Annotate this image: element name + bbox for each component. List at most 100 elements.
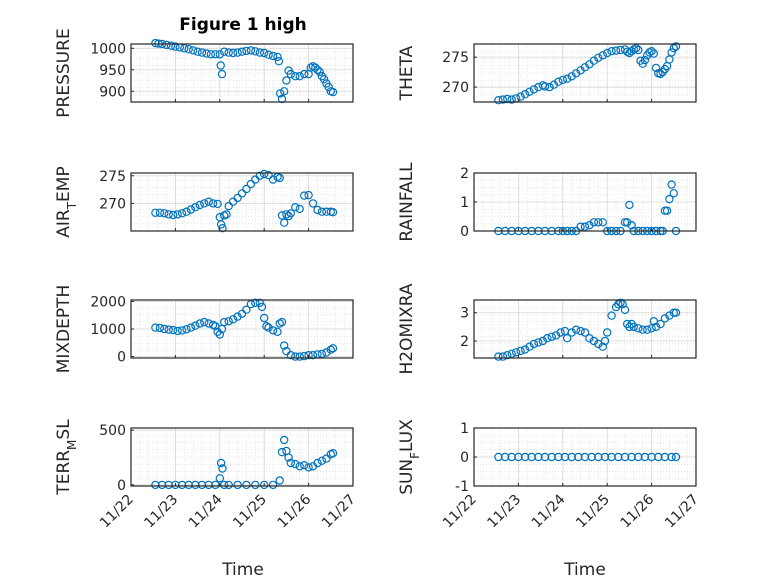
x-tick-label: 11/24 xyxy=(529,491,569,531)
data-point xyxy=(164,210,173,219)
data-point xyxy=(603,328,612,337)
panel-pressure: 900 950 1000 PRESSURE xyxy=(54,28,354,118)
data-point xyxy=(251,47,260,56)
data-point xyxy=(304,351,313,360)
data-point xyxy=(160,324,169,334)
data-point xyxy=(300,69,309,79)
data-point xyxy=(219,47,229,56)
x-axis-label-right: Time xyxy=(563,560,606,580)
data-point xyxy=(614,300,623,309)
data-point xyxy=(228,315,238,324)
panel-air_temp: 270 275 AIRTEMP xyxy=(54,166,354,238)
data-point xyxy=(600,452,610,462)
data-point xyxy=(598,342,608,351)
axes-box xyxy=(130,427,354,487)
y-axis-label: SUNFLUX xyxy=(397,419,422,495)
data-point xyxy=(173,210,182,219)
data-point xyxy=(671,308,681,317)
data-point xyxy=(184,45,193,54)
data-point xyxy=(656,319,665,329)
data-point xyxy=(308,199,318,208)
y-tick-label: 0 xyxy=(117,478,126,494)
y-tick-label: 3 xyxy=(460,306,469,322)
panel-mixdepth: 0 1000 2000 MIXDEPTH xyxy=(54,285,354,373)
data-point xyxy=(651,63,661,73)
data-point xyxy=(246,179,256,189)
data-point xyxy=(322,454,331,463)
data-point xyxy=(233,48,242,57)
data-point xyxy=(228,48,238,58)
data-point xyxy=(525,342,534,351)
y-axis-label: TERRMSL xyxy=(54,419,79,496)
data-point xyxy=(264,50,273,59)
data-point xyxy=(275,173,284,183)
data-point xyxy=(669,189,679,198)
data-point xyxy=(255,171,264,180)
data-point xyxy=(304,190,313,200)
y-tick-label: 1 xyxy=(460,195,469,211)
data-point xyxy=(507,95,516,104)
axes-box xyxy=(130,172,354,232)
data-point xyxy=(151,208,160,217)
data-point xyxy=(208,199,218,208)
data-point xyxy=(268,480,278,490)
panel-sun_flux: -1 0 1 11/22 11/23 11/24 11/25 11/26 11/27 SUNFLU… xyxy=(397,419,702,532)
y-axis-label: RAINFALL xyxy=(397,162,417,242)
data-point xyxy=(618,300,627,309)
data-point xyxy=(282,76,291,85)
data-point xyxy=(255,48,264,57)
data-point xyxy=(563,74,572,83)
data-point xyxy=(224,48,233,57)
data-point xyxy=(242,184,251,194)
data-point xyxy=(213,327,222,336)
data-point xyxy=(151,323,160,332)
x-axis-label-left: Time xyxy=(221,560,264,580)
data-point xyxy=(671,452,681,462)
data-point xyxy=(611,46,621,55)
data-point xyxy=(260,48,269,58)
x-tick-label: 11/26 xyxy=(618,491,658,531)
data-point xyxy=(534,452,543,462)
data-point xyxy=(498,352,508,361)
data-point xyxy=(216,61,225,70)
data-point xyxy=(280,435,289,445)
data-point xyxy=(634,324,643,333)
y-axis-label: H2OMIXRA xyxy=(397,283,417,374)
data-point xyxy=(182,325,191,334)
data-point xyxy=(558,75,568,85)
data-point xyxy=(195,319,204,328)
x-tick-label: 11/24 xyxy=(186,491,226,531)
data-point xyxy=(242,46,251,56)
data-point xyxy=(643,325,652,334)
data-point xyxy=(494,95,503,105)
data-point xyxy=(186,205,196,214)
data-point xyxy=(603,48,612,58)
data-point xyxy=(326,345,335,354)
data-point xyxy=(233,480,242,490)
y-tick-label: 1000 xyxy=(90,41,126,57)
data-point xyxy=(625,200,634,210)
data-point xyxy=(634,45,643,55)
data-point xyxy=(529,339,539,349)
data-point xyxy=(286,69,295,79)
panel-rainfall: 0 1 2 RAINFALL xyxy=(397,162,697,242)
y-tick-label: 1000 xyxy=(90,322,126,338)
data-point xyxy=(275,476,284,485)
data-point xyxy=(567,452,576,462)
data-point xyxy=(594,218,603,227)
y-tick-label: 1 xyxy=(460,421,469,437)
data-point xyxy=(200,317,209,327)
data-point xyxy=(168,325,178,335)
data-point xyxy=(268,51,278,61)
data-point xyxy=(182,207,191,216)
data-point xyxy=(328,449,338,458)
data-point xyxy=(273,327,282,336)
y-tick-label: 900 xyxy=(99,84,126,100)
data-point xyxy=(171,42,180,51)
data-point xyxy=(551,331,561,340)
y-axis-label: PRESSURE xyxy=(54,28,74,117)
y-tick-label: 2 xyxy=(460,334,469,350)
data-point xyxy=(280,341,289,350)
data-point xyxy=(224,317,233,326)
data-point xyxy=(494,352,503,361)
